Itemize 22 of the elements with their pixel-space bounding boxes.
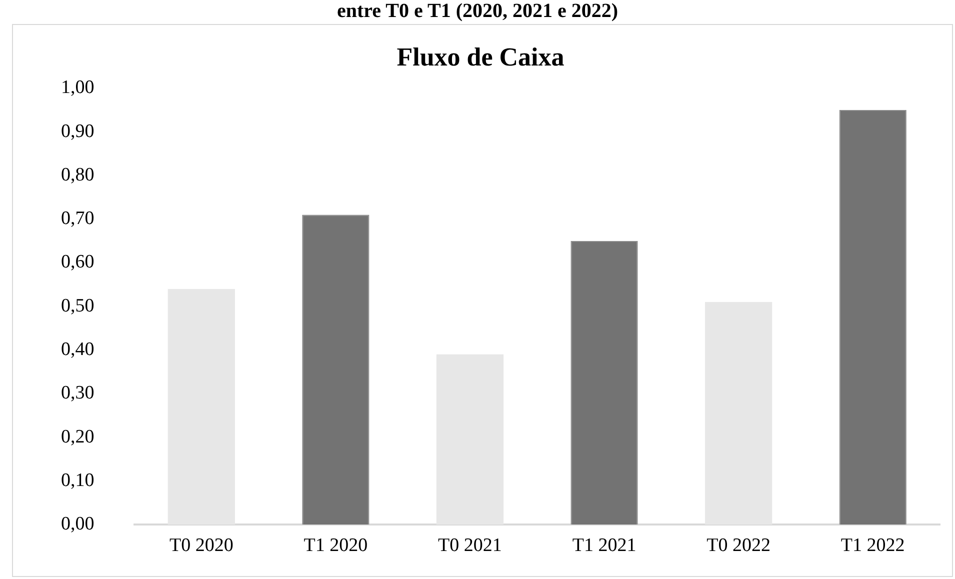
bar [168,288,235,525]
x-tick-label: T0 2021 [438,534,502,556]
y-tick-label: 1,00 [61,77,94,98]
x-tick-label: T0 2020 [169,534,234,556]
y-tick-label: 0,10 [61,470,94,491]
y-tick-label: 0,40 [61,339,94,360]
y-tick-label: 0,50 [61,295,94,316]
bar [704,302,772,525]
y-tick-label: 0,90 [61,120,94,142]
text: entre T0 e T1 (2020, 2021 e 2022) [336,0,620,22]
y-tick-label: 0,20 [61,426,94,448]
y-tick-label: 0,80 [61,164,94,186]
y-tick-label: 0,70 [61,208,94,230]
y-tick-label: 0,30 [61,382,94,404]
y-tick-label: 0,00 [61,514,94,535]
chart-title: Fluxo de Caixa [396,42,564,72]
x-tick-label: T1 2021 [572,534,636,556]
x-tick-label: T1 2020 [304,534,368,556]
x-tick-label: T1 2022 [840,534,905,556]
x-tick-label: T0 2022 [706,534,770,556]
y-tick-label: 0,60 [61,252,94,273]
bar [436,354,504,525]
